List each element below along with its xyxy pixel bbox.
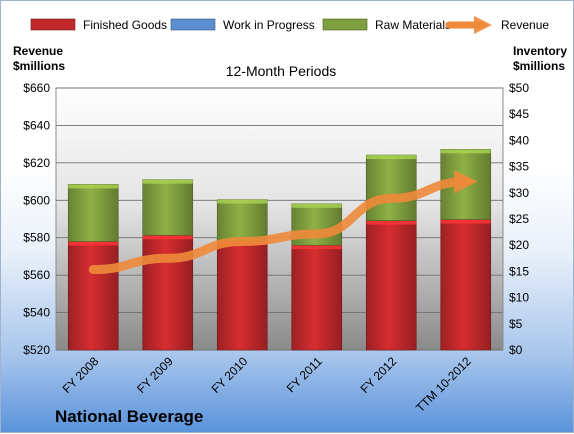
right-axis-title-line2: $millions (513, 59, 565, 73)
bar-top-highlight (366, 155, 417, 160)
legend-swatch-finished-goods (30, 18, 76, 31)
bar-raw-materials (67, 184, 119, 242)
bar-top-highlight (142, 235, 193, 240)
legend-label: Raw Materials (375, 18, 451, 32)
legend-swatch-work-in-progress (170, 18, 216, 31)
right-axis-tick-label: $35 (509, 160, 529, 174)
bar-finished-goods (440, 219, 492, 351)
right-axis-tick-label: $15 (509, 264, 529, 278)
left-axis-title-line1: Revenue (13, 44, 63, 58)
category-label: FY 2009 (134, 354, 176, 396)
chart-subtitle: 12-Month Periods (226, 63, 337, 79)
bar-raw-materials (365, 154, 417, 221)
bar-finished-goods (291, 244, 343, 351)
legend: Finished Goods Work in Progress Raw Materi… (30, 15, 549, 35)
category-label: TTM 10-2012 (413, 354, 474, 415)
left-axis-tick-label: $600 (23, 193, 50, 207)
right-axis-tick-label: $0 (509, 343, 523, 357)
bar-top-highlight (142, 179, 193, 184)
right-axis-tick-label: $25 (509, 212, 529, 226)
right-axis-tick-label: $10 (509, 291, 529, 305)
legend-label: Work in Progress (223, 18, 315, 32)
right-axis-tick-label: $20 (509, 238, 529, 252)
right-axis-tick-label: $40 (509, 133, 529, 147)
left-axis-tick-label: $540 (23, 306, 50, 320)
bar-top-highlight (291, 203, 342, 208)
left-axis-tick-label: $560 (23, 268, 50, 282)
left-axis-tick-label: $640 (23, 118, 50, 132)
company-name: National Beverage (55, 407, 204, 426)
left-axis-tick-label: $660 (23, 81, 50, 95)
revenue-line (88, 169, 478, 275)
plot-area: $520 $540 $560 $580 $600 $620 $640 $660 $0 $5 $10 $… (23, 81, 529, 415)
bar-raw-materials (216, 199, 268, 242)
category-label: FY 2010 (209, 354, 251, 396)
legend-label: Revenue (501, 18, 549, 32)
left-axis-title-line2: $millions (13, 59, 65, 73)
bar-top-highlight (68, 241, 119, 246)
left-axis-tick-label: $580 (23, 231, 50, 245)
bar-top-highlight (217, 199, 268, 204)
category-label: FY 2012 (358, 354, 400, 396)
right-axis-tick-label: $45 (509, 107, 529, 121)
right-axis-tick-label: $50 (509, 81, 529, 95)
right-axis-tick-label: $5 (509, 317, 523, 331)
legend-label: Finished Goods (83, 18, 167, 32)
bar-top-highlight (68, 184, 119, 189)
bar-top-highlight (440, 149, 491, 154)
right-axis-tick-label: $30 (509, 186, 529, 200)
left-axis-tick-label: $620 (23, 156, 50, 170)
bar-finished-goods (67, 241, 119, 351)
bar-finished-goods (216, 240, 268, 351)
bar-top-highlight (291, 245, 342, 250)
bar-top-highlight (440, 219, 491, 224)
category-label: FY 2011 (284, 354, 325, 395)
bar-finished-goods (365, 220, 417, 351)
bar-raw-materials (142, 179, 194, 236)
category-label: FY 2008 (60, 354, 102, 396)
bar-top-highlight (366, 220, 417, 225)
right-axis-title-line1: Inventory (513, 44, 567, 58)
legend-swatch-raw-materials (322, 18, 368, 31)
plot-background (55, 87, 504, 351)
left-axis-tick-label: $520 (23, 343, 50, 357)
